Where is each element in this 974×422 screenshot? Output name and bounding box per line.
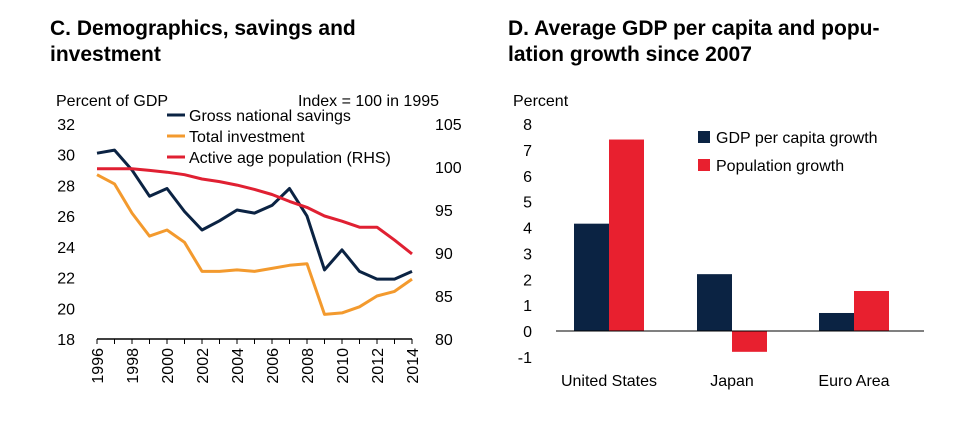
x-tick-label: 2014 <box>405 348 422 384</box>
population-line <box>97 167 413 256</box>
series-lines <box>96 148 413 316</box>
x-tick-label: 2000 <box>160 348 177 384</box>
x-tick-label: 1998 <box>125 348 142 384</box>
chart-d-title: D. Average GDP per capita and popu- lati… <box>508 16 928 68</box>
left-tick-label: 18 <box>57 332 75 349</box>
legend-label: Total investment <box>189 129 305 146</box>
right-y-tick-labels: 105 100 95 90 85 80 <box>435 117 462 349</box>
right-tick-label: 85 <box>435 289 453 306</box>
right-tick-label: 100 <box>435 160 462 177</box>
x-tick-labels: 1996 1998 2000 2002 2004 2006 2008 2010 2012 2014 <box>90 348 422 384</box>
x-tick-label: 2008 <box>300 348 317 384</box>
x-tick-label: 1996 <box>90 348 107 384</box>
left-tick-label: 32 <box>57 117 75 134</box>
legend-item-savings: Gross national savings <box>167 108 351 125</box>
right-axis-label: Index = 100 in 1995 <box>298 93 439 110</box>
legend-label: Gross national savings <box>189 108 351 125</box>
chart-c-title: C. Demographics, savings and investment <box>50 17 356 66</box>
x-tick-label: 2012 <box>370 348 387 384</box>
left-tick-label: 24 <box>57 240 75 257</box>
left-tick-label: 28 <box>57 178 75 195</box>
x-tick-label: 2006 <box>265 348 282 384</box>
left-tick-label: 20 <box>57 301 75 318</box>
x-tick-label: 2010 <box>335 348 352 384</box>
legend-label: Active age population (RHS) <box>189 150 391 167</box>
left-y-tick-labels: 32 30 28 26 24 22 20 18 <box>57 117 75 349</box>
right-tick-label: 90 <box>435 246 453 263</box>
chart-d-title-line-1: D. Average GDP per capita and popu- <box>508 17 880 40</box>
legend-item-investment: Total investment <box>167 129 305 146</box>
left-tick-label: 30 <box>57 148 75 165</box>
legend: Gross national savings Total investment Ac… <box>167 108 391 167</box>
right-tick-label: 105 <box>435 117 462 134</box>
x-tick-label: 2004 <box>230 348 247 384</box>
savings-line <box>96 148 413 281</box>
x-tick-label: 2002 <box>195 348 212 384</box>
left-tick-label: 26 <box>57 209 75 226</box>
x-tick-marks <box>96 339 413 344</box>
right-tick-label: 95 <box>435 203 453 220</box>
chart-d-title-line-2: lation growth since 2007 <box>508 43 752 66</box>
investment-line <box>96 173 413 316</box>
legend-item-population: Active age population (RHS) <box>167 150 391 167</box>
left-axis-label: Percent of GDP <box>56 93 168 110</box>
right-tick-label: 80 <box>435 332 453 349</box>
left-tick-label: 22 <box>57 271 75 288</box>
